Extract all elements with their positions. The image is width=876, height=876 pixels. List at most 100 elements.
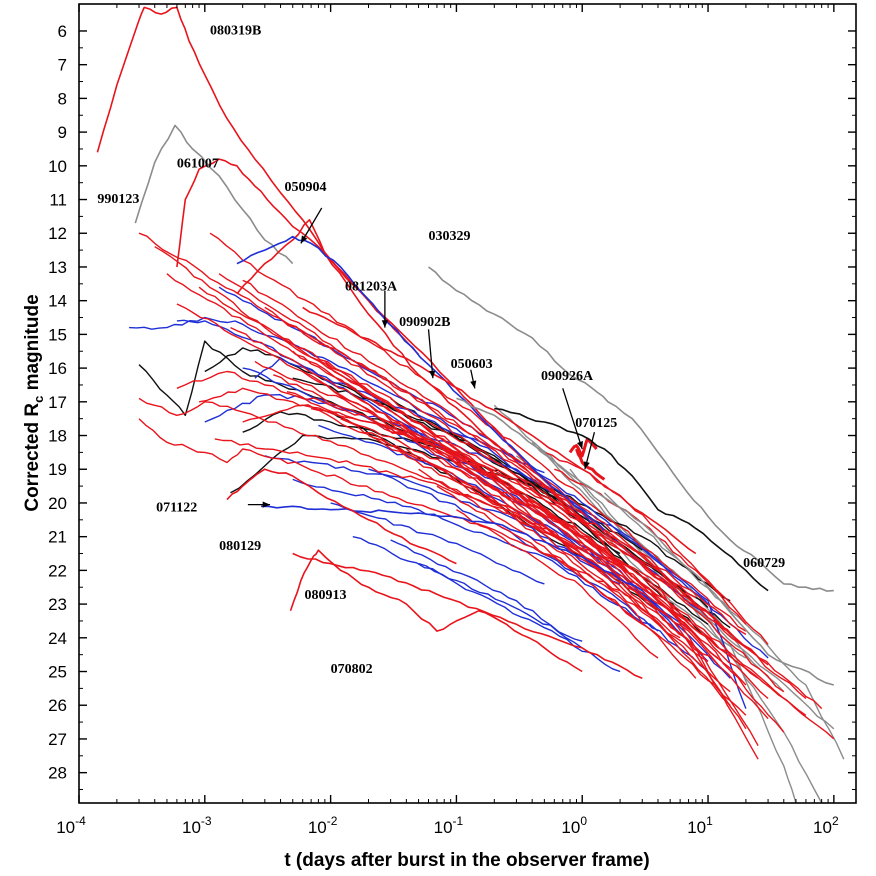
light-curve-red-31 [176,303,835,740]
y-axis-title: Corrected Rc magnitude [22,294,46,511]
y-tick-label: 24 [48,629,67,648]
annotation-071122: 071122 [156,500,197,515]
light-curve-red-28 [138,232,769,666]
light-curve-gray-3 [603,492,845,760]
light-curve-red-38 [264,306,719,659]
x-tick-label: 10-1 [434,814,464,837]
annotation-arrow-4 [562,388,583,450]
light-curve-red-58 [242,404,671,598]
y-tick-label: 12 [48,224,67,243]
light-curve-050603 [456,397,835,686]
y-tick-label: 10 [48,157,67,176]
light-curve-990123 [134,124,294,265]
annotation-arrowhead-4 [577,441,583,450]
light-curve-red-59 [214,438,621,568]
y-tick-label: 23 [48,595,67,614]
y-tick-label: 7 [58,56,67,75]
light-curve-red-48 [368,434,697,679]
light-curve-070125 [575,448,606,481]
light-curve-080913 [292,552,643,680]
y-tick-label: 25 [48,663,67,682]
annotation-081203A: 081203A [345,280,398,295]
annotation-arrow-2 [427,329,434,379]
light-curve-red-40 [280,337,759,679]
light-curve-071122 [261,505,643,592]
light-curve-blue-25 [390,539,583,649]
arrow-layer [247,207,596,508]
annotation-050904: 050904 [285,180,327,195]
annotation-arrowhead-6 [262,501,271,508]
light-curve-blue-24 [352,536,583,642]
annotation-061007: 061007 [177,156,219,171]
light-curve-red-33 [209,232,747,632]
y-tick-label: 20 [48,494,67,513]
light-curve-red-55 [138,418,621,592]
x-axis-title: t (days after burst in the observer fram… [284,850,649,871]
y-tick-label: 15 [48,325,67,344]
annotation-080319B: 080319B [210,23,261,38]
annotation-050603: 050603 [451,357,493,372]
light-curve-080129 [226,468,457,565]
annotation-arrowhead-3 [470,380,477,389]
light-curve-red-34 [218,273,807,700]
annotation-arrowhead-1 [381,320,388,328]
y-tick-label: 13 [48,258,67,277]
x-tick-label: 100 [561,814,587,837]
light-curve-black-10 [292,377,731,629]
light-curve-red-41 [286,391,759,760]
x-tick-label: 10-3 [182,814,212,837]
annotation-070125: 070125 [575,416,617,431]
y-tick-label: 17 [48,393,67,412]
annotation-070802: 070802 [331,662,373,677]
annotation-080129: 080129 [219,539,261,554]
x-tick-label: 101 [687,814,713,837]
annotation-arrowhead-2 [429,370,436,379]
annotation-arrowhead-5 [583,461,590,470]
light-curve-red-30 [166,273,807,716]
y-tick-label: 16 [48,359,67,378]
light-curve-blue-22 [330,502,545,585]
x-tick-label: 102 [813,814,839,837]
y-axis-title-tail: magnitude [22,294,43,395]
plot-frame [78,3,857,804]
y-tick-label: 9 [58,123,67,142]
annotation-080913: 080913 [304,588,346,603]
light-curve-red-56 [176,370,747,636]
light-curve-red-39 [273,374,769,700]
y-tick-label: 28 [48,764,67,783]
annotation-060729: 060729 [743,556,785,571]
light-curve-070802 [289,549,583,673]
x-tick-label: 10-4 [56,814,86,837]
light-curve-blue-19 [264,455,621,585]
x-tick-label: 10-2 [308,814,338,837]
light-curve-090926A [568,437,598,458]
light-curve-blue-26 [418,562,621,673]
light-curve-red-54 [138,397,671,612]
annotation-990123: 990123 [97,192,139,207]
y-tick-label: 27 [48,730,67,749]
light-curve-red-53 [456,509,659,659]
light-curve-blue-20 [292,478,659,632]
y-tick-label: 22 [48,561,67,580]
y-tick-label: 26 [48,696,67,715]
y-axis-title-subscript: c [31,396,46,403]
y-tick-label: 18 [48,427,67,446]
light-curve-060729 [494,407,769,592]
y-axis-title-main: Corrected R [22,403,43,512]
light-curve-red-46 [340,418,719,666]
y-tick-label: 19 [48,460,67,479]
light-curve-030329 [428,266,834,592]
annotation-090926A: 090926A [541,369,594,384]
annotation-090902B: 090902B [399,315,450,330]
light-curve-081203A [236,235,605,531]
light-curve-black-6 [138,340,709,625]
annotation-arrowhead-0 [300,235,308,244]
y-tick-label: 11 [49,191,67,210]
y-tick-label: 21 [48,528,67,547]
y-tick-label: 8 [58,89,67,108]
annotation-030329: 030329 [429,229,471,244]
annotation-layer: 080319B 061007 990123 050904 030329 081203A 09… [97,23,785,677]
light-curve-red-50 [405,448,709,662]
